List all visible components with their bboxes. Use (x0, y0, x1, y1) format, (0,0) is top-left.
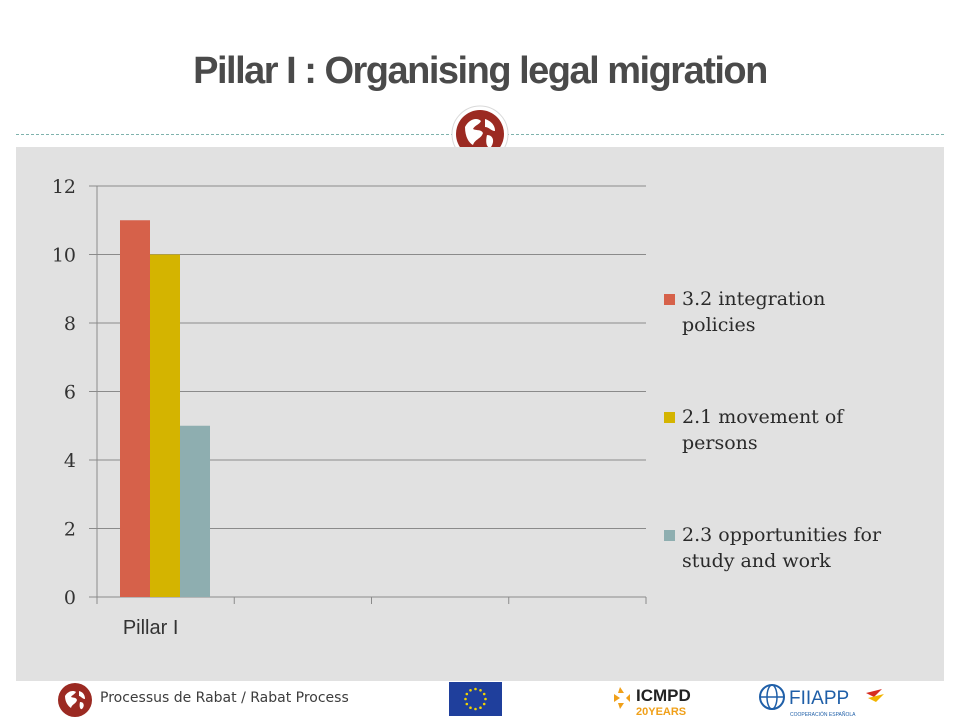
bar-chart: 0 2 4 6 8 10 12 Pillar I 3.2 integration policies… (52, 176, 882, 639)
cooperacion-espanola-icon (866, 689, 884, 702)
chart-panel: 0 2 4 6 8 10 12 Pillar I 3.2 integration policies… (16, 147, 944, 681)
legend-label-line: 3.2 integration (682, 288, 825, 310)
y-tick-label: 10 (52, 245, 76, 267)
legend-swatch (664, 412, 675, 423)
y-tick-label: 8 (64, 313, 76, 335)
legend-label: 2.3 opportunities for study and work (682, 524, 882, 572)
legend-label-line: 2.3 opportunities for (682, 524, 882, 546)
legend-label-line: study and work (682, 550, 831, 572)
y-tick-label: 0 (64, 587, 76, 609)
fiiapp-subtext: COOPERACIÓN ESPAÑOLA (790, 711, 856, 718)
legend-label: 3.2 integration policies (682, 288, 825, 336)
footer-org-text: Processus de Rabat / Rabat Process (100, 690, 349, 706)
y-tick-label: 4 (64, 450, 76, 472)
rabat-process-logo-icon (58, 683, 92, 717)
legend-label-line: 2.1 movement of (682, 406, 845, 428)
bar-2 (150, 254, 180, 597)
y-tick-label: 12 (52, 176, 76, 198)
y-tick-label: 6 (64, 382, 76, 404)
icmpd-wordmark: ICMPD (636, 686, 691, 705)
icmpd-star-icon (614, 687, 630, 709)
icmpd-subtext: 20YEARS (636, 706, 686, 718)
fiiapp-globe-icon (759, 684, 785, 710)
x-category-label: Pillar I (123, 617, 179, 639)
bar-3 (180, 425, 210, 597)
legend-label-line: persons (682, 432, 758, 454)
legend-swatch (664, 294, 675, 305)
fiiapp-wordmark: FIIAPP (789, 688, 849, 709)
eu-flag-icon (449, 682, 502, 716)
slide-title: Pillar I : Organising legal migration (193, 50, 768, 92)
y-tick-label: 2 (64, 519, 76, 541)
legend-label: 2.1 movement of persons (682, 406, 845, 454)
icmpd-logo: ICMPD 20YEARS (614, 686, 691, 718)
fiiapp-logo: FIIAPP COOPERACIÓN ESPAÑOLA (759, 684, 884, 718)
bar-1 (120, 220, 150, 597)
legend-swatch (664, 530, 675, 541)
legend-label-line: policies (682, 314, 755, 336)
